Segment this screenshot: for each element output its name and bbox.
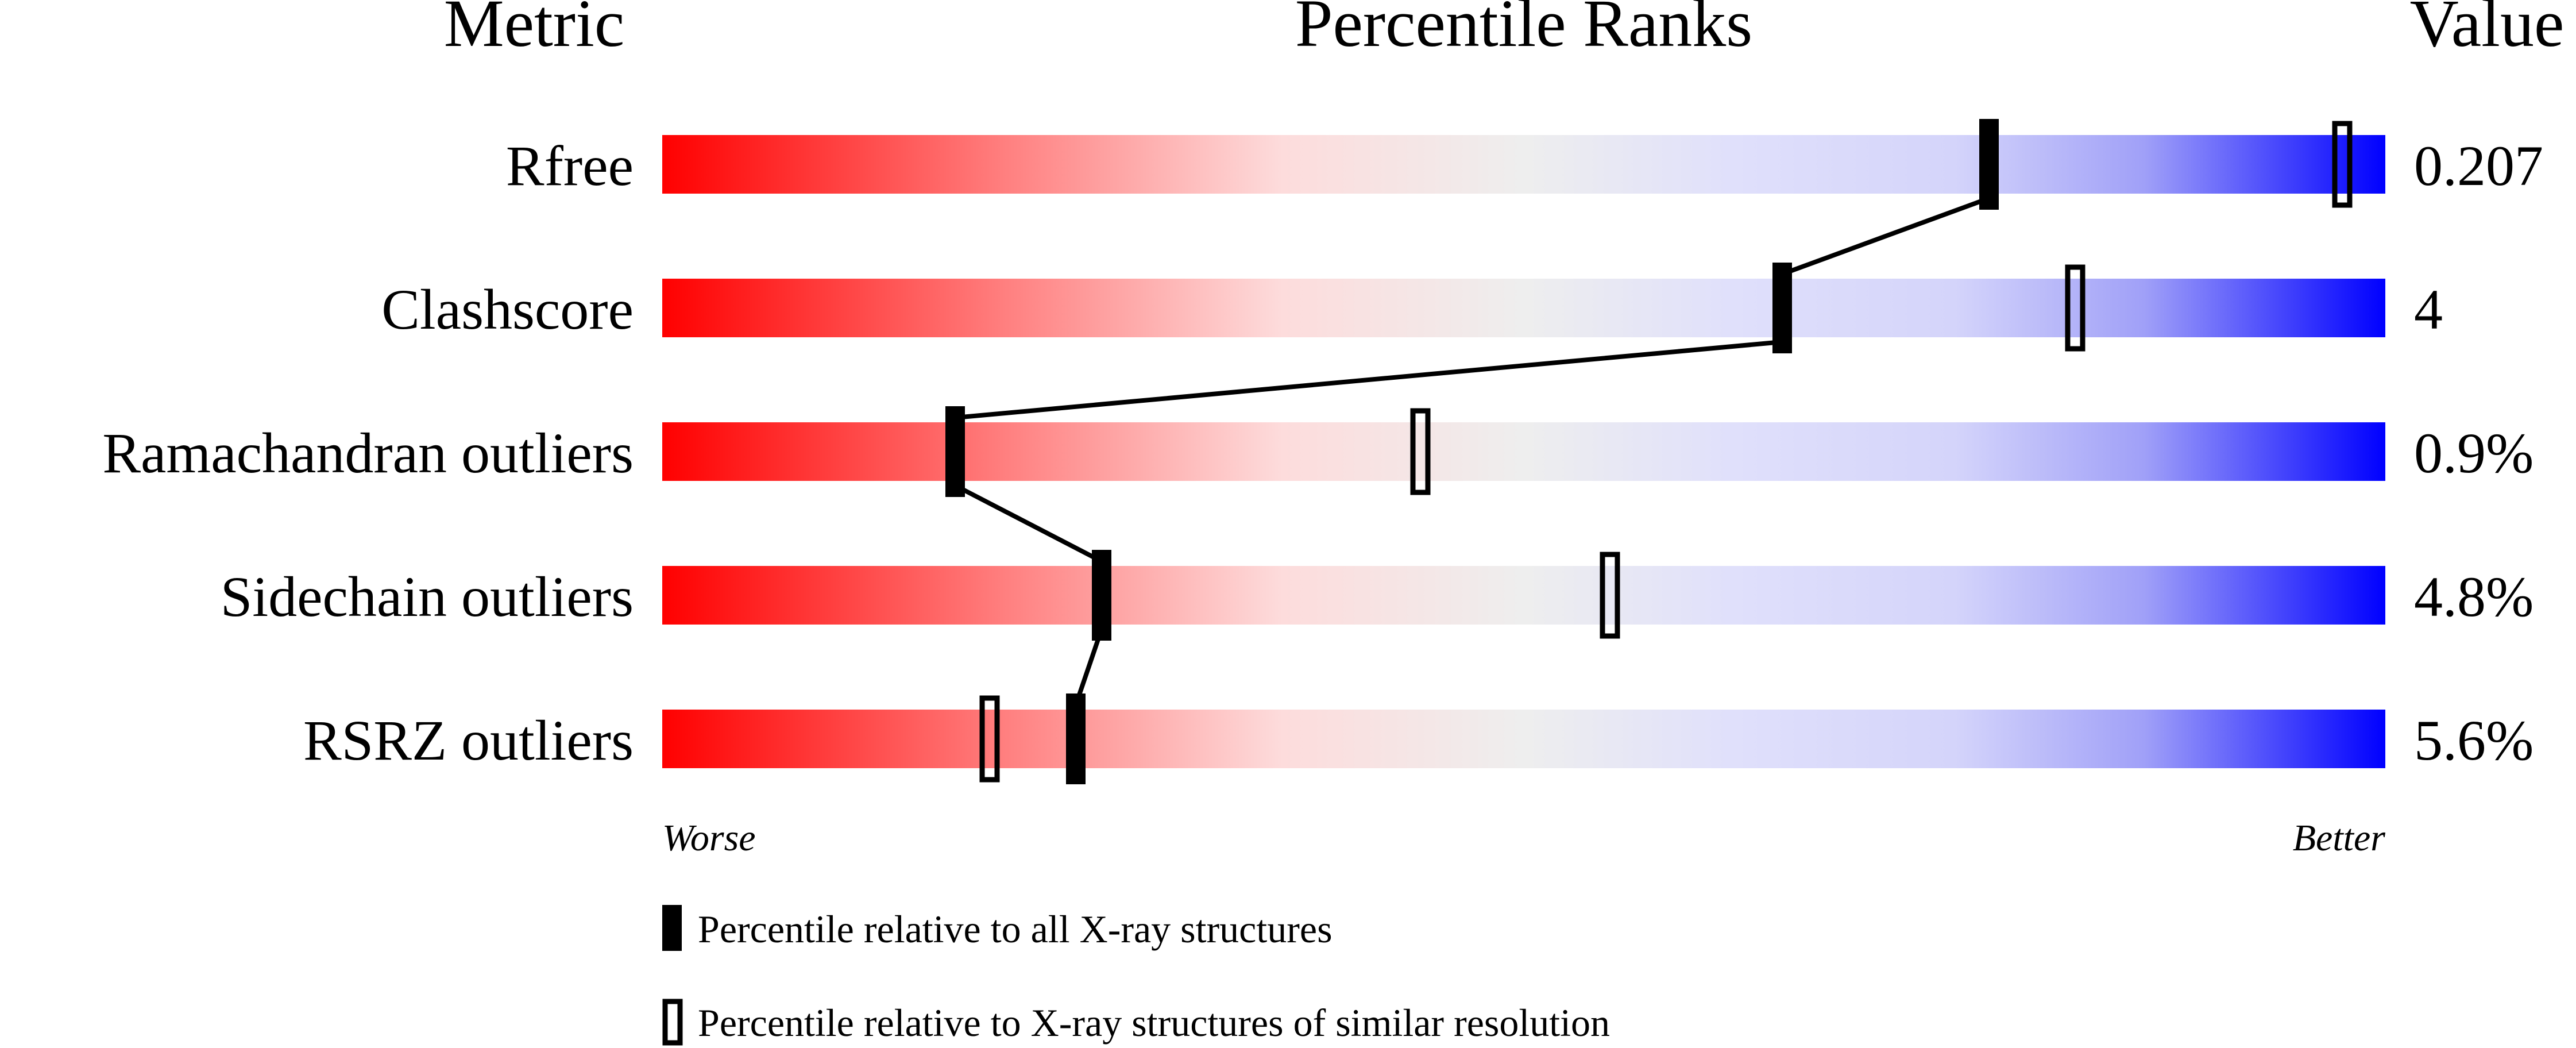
metric-value: 0.9% <box>2414 421 2533 485</box>
percentile-bar <box>662 710 2385 768</box>
header-metric: Metric <box>444 0 625 61</box>
metric-label: Clashscore <box>381 278 634 341</box>
header-value: Value <box>2410 0 2565 61</box>
percentile-bar <box>662 279 2385 337</box>
marker-all-structures <box>945 406 965 497</box>
percentile-bar <box>662 566 2385 625</box>
legend-filled-label: Percentile relative to all X-ray structu… <box>698 907 1333 951</box>
marker-similar-resolution <box>1600 552 1620 639</box>
legend-hollow-marker <box>662 999 683 1046</box>
marker-all-structures <box>1772 263 1792 353</box>
metric-value: 4.8% <box>2414 565 2533 629</box>
metric-label: Ramachandran outliers <box>102 421 634 485</box>
metric-value: 4 <box>2414 278 2443 341</box>
axis-label-worse: Worse <box>662 817 756 859</box>
metric-label: RSRZ outliers <box>303 708 634 772</box>
marker-all-structures <box>1979 119 1999 210</box>
percentile-bar <box>662 422 2385 481</box>
metric-label: Sidechain outliers <box>221 565 634 629</box>
marker-similar-resolution <box>979 695 1000 783</box>
metric-value: 5.6% <box>2414 708 2533 772</box>
metric-value: 0.207 <box>2414 134 2543 198</box>
header-percentile: Percentile Ranks <box>1295 0 1752 61</box>
legend-hollow-label: Percentile relative to X-ray structures … <box>698 1001 1610 1045</box>
connector-line <box>954 483 1103 564</box>
connector-line <box>1781 196 1990 276</box>
connector-line <box>1073 628 1104 706</box>
connector-line <box>955 340 1783 420</box>
marker-similar-resolution <box>2332 121 2353 208</box>
marker-similar-resolution <box>2065 264 2085 352</box>
marker-all-structures <box>1066 693 1086 784</box>
marker-similar-resolution <box>1410 408 1431 495</box>
legend-filled-marker <box>662 905 682 951</box>
axis-label-better: Better <box>2293 817 2386 859</box>
marker-all-structures <box>1092 550 1111 641</box>
metric-label: Rfree <box>506 134 634 198</box>
percentile-bar <box>662 135 2385 194</box>
